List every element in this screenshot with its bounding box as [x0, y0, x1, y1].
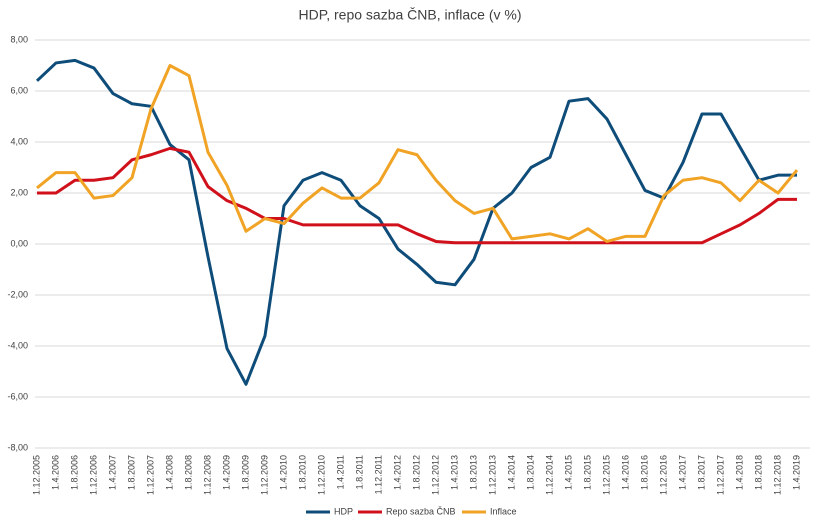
- x-tick-label: 1.4.2018: [734, 455, 744, 490]
- x-tick-label: 1.4.2007: [107, 455, 117, 490]
- y-tick-label: 2,00: [10, 187, 28, 197]
- x-tick-label: 1.12.2012: [430, 455, 440, 495]
- x-tick-label: 1.12.2009: [259, 455, 269, 495]
- y-tick-label: 8,00: [10, 34, 28, 44]
- x-tick-label: 1.8.2017: [696, 455, 706, 490]
- y-tick-label: 6,00: [10, 85, 28, 95]
- legend-label: HDP: [334, 506, 353, 516]
- x-tick-label: 1.12.2015: [601, 455, 611, 495]
- x-tick-label: 1.4.2011: [335, 455, 345, 489]
- x-tick-label: 1.8.2013: [468, 455, 478, 490]
- x-tick-label: 1.8.2009: [240, 455, 250, 490]
- legend-label: Repo sazba ČNB: [386, 506, 456, 516]
- x-tick-label: 1.8.2011: [354, 455, 364, 489]
- y-tick-label: 4,00: [10, 136, 28, 146]
- y-tick-label: -6,00: [7, 391, 28, 401]
- x-tick-label: 1.4.2016: [620, 455, 630, 490]
- x-tick-label: 1.4.2010: [278, 455, 288, 490]
- x-tick-label: 1.12.2010: [316, 455, 326, 495]
- x-tick-label: 1.8.2006: [69, 455, 79, 490]
- y-tick-label: -8,00: [7, 442, 28, 452]
- x-tick-label: 1.4.2017: [677, 455, 687, 490]
- x-tick-label: 1.12.2011: [373, 455, 383, 494]
- x-tick-label: 1.8.2007: [126, 455, 136, 490]
- x-tick-label: 1.12.2007: [145, 455, 155, 495]
- x-tick-label: 1.8.2014: [525, 455, 535, 490]
- y-tick-label: 0,00: [10, 238, 28, 248]
- x-tick-label: 1.12.2018: [772, 455, 782, 495]
- data-line: [35, 58, 797, 386]
- legend-label: Inflace: [490, 506, 517, 516]
- x-tick-label: 1.12.2006: [88, 455, 98, 495]
- x-tick-label: 1.4.2015: [563, 455, 573, 490]
- x-tick-label: 1.4.2019: [791, 455, 801, 490]
- x-tick-label: 1.4.2006: [50, 455, 60, 490]
- chart-title: HDP, repo sazba ČNB, inflace (v %): [298, 7, 521, 23]
- x-tick-label: 1.12.2014: [544, 455, 554, 495]
- data-line: [36, 64, 799, 243]
- x-tick-label: 1.4.2009: [221, 455, 231, 490]
- x-tick-label: 1.8.2010: [297, 455, 307, 490]
- x-tick-label: 1.8.2012: [411, 455, 421, 490]
- y-tick-label: -4,00: [7, 340, 28, 350]
- x-tick-label: 1.12.2013: [487, 455, 497, 495]
- data-line: [37, 146, 797, 245]
- x-tick-label: 1.4.2012: [392, 455, 402, 490]
- x-tick-label: 1.4.2013: [449, 455, 459, 490]
- x-tick-label: 1.8.2015: [582, 455, 592, 490]
- x-tick-label: 1.8.2016: [639, 455, 649, 490]
- x-tick-label: 1.4.2008: [164, 455, 174, 490]
- x-tick-label: 1.4.2014: [506, 455, 516, 490]
- x-tick-label: 1.12.2005: [31, 455, 41, 495]
- y-tick-label: -2,00: [7, 289, 28, 299]
- x-tick-label: 1.8.2008: [183, 455, 193, 490]
- x-tick-label: 1.12.2008: [202, 455, 212, 495]
- x-tick-label: 1.8.2018: [753, 455, 763, 490]
- x-tick-label: 1.12.2017: [715, 455, 725, 495]
- x-tick-label: 1.12.2016: [658, 455, 668, 495]
